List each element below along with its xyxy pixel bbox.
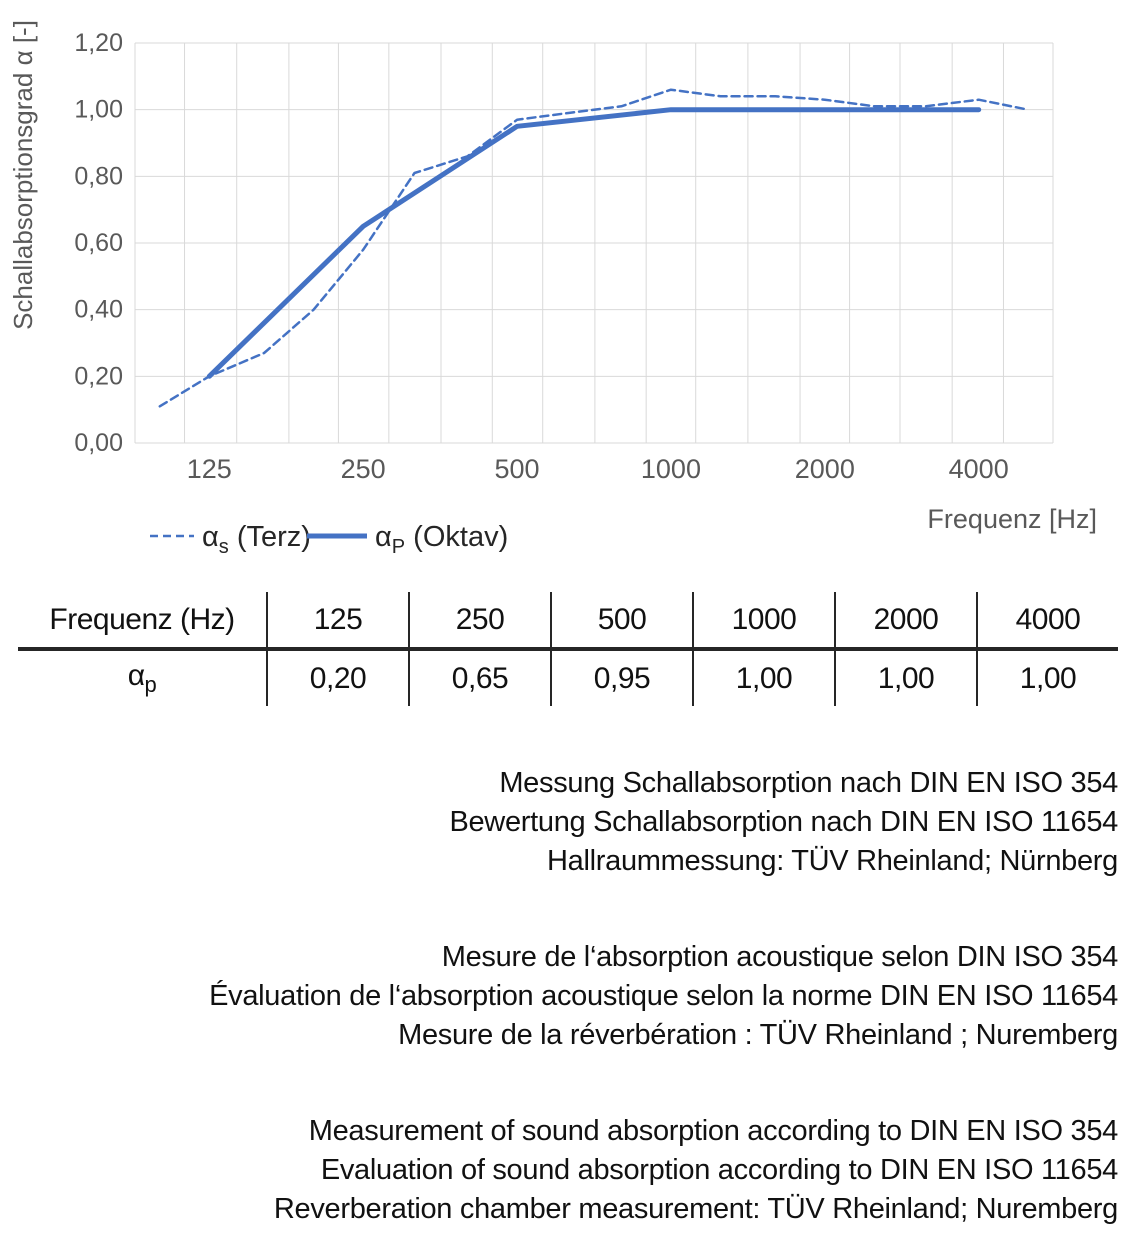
table-header-4000: 4000	[976, 592, 1118, 651]
svg-text:Schallabsorptionsgrad α [-]: Schallabsorptionsgrad α [-]	[8, 20, 38, 330]
svg-text:αP (Oktav): αP (Oktav)	[375, 521, 508, 558]
table-header-2000: 2000	[834, 592, 977, 651]
svg-text:0,00: 0,00	[74, 429, 123, 457]
note-line-en-2: Evaluation of sound absorption according…	[320, 1154, 1118, 1186]
svg-text:1,20: 1,20	[74, 29, 123, 57]
note-block-german: Messung Schallabsorption nach DIN EN ISO…	[0, 764, 1118, 881]
note-block-french: Mesure de l‘absorption acoustique selon …	[0, 938, 1118, 1055]
svg-text:250: 250	[341, 454, 386, 484]
table-value-row: αp 0,20 0,65 0,95 1,00 1,00 1,00	[18, 649, 1118, 706]
note-line-de-2: Bewertung Schallabsorption nach DIN EN I…	[449, 806, 1118, 838]
alpha-p-4000: 1,00	[976, 649, 1118, 706]
svg-text:0,80: 0,80	[74, 162, 123, 190]
alpha-p-2000: 1,00	[834, 649, 977, 706]
svg-text:125: 125	[187, 454, 232, 484]
note-line-de-1: Messung Schallabsorption nach DIN EN ISO…	[499, 767, 1118, 799]
note-line-fr-1: Mesure de l‘absorption acoustique selon …	[441, 941, 1119, 973]
svg-text:0,40: 0,40	[74, 296, 123, 324]
alpha-p-1000: 1,00	[692, 649, 835, 706]
measurement-notes: Messung Schallabsorption nach DIN EN ISO…	[0, 764, 1135, 1229]
table-header-250: 250	[408, 592, 551, 651]
alpha-p-250: 0,65	[408, 649, 551, 706]
svg-text:1,00: 1,00	[74, 96, 123, 124]
svg-text:0,20: 0,20	[74, 362, 123, 390]
svg-text:500: 500	[495, 454, 540, 484]
table-header-row: Frequenz (Hz) 125 250 500 1000 2000 4000	[18, 592, 1118, 651]
legend-item-dashed: αs (Terz)	[150, 521, 311, 558]
note-line-de-3: Hallraummessung: TÜV Rheinland; Nürnberg	[547, 845, 1118, 877]
alpha-p-125: 0,20	[266, 649, 409, 706]
table-header-1000: 1000	[692, 592, 835, 651]
table-header-frequency: Frequenz (Hz)	[18, 592, 267, 651]
note-line-en-1: Measurement of sound absorption accordin…	[308, 1115, 1119, 1147]
sound-absorption-chart: 1,20 1,00 0,80 0,60 0,40 0,20 0,00 125 250 500 100…	[0, 0, 1135, 570]
note-line-fr-2: Évaluation de l‘absorption acoustique se…	[209, 980, 1118, 1012]
absorption-table: Frequenz (Hz) 125 250 500 1000 2000 4000…	[18, 592, 1118, 706]
note-line-en-3: Reverberation chamber measurement: TÜV R…	[273, 1193, 1118, 1225]
svg-text:αs (Terz): αs (Terz)	[202, 521, 311, 558]
svg-text:1000: 1000	[641, 454, 701, 484]
note-line-fr-3: Mesure de la réverbération : TÜV Rheinla…	[398, 1019, 1118, 1051]
alpha-p-500: 0,95	[550, 649, 693, 706]
svg-text:2000: 2000	[795, 454, 855, 484]
note-block-english: Measurement of sound absorption accordin…	[0, 1112, 1118, 1229]
table-row-label-alpha-p: αp	[127, 659, 157, 697]
svg-text:0,60: 0,60	[74, 229, 123, 257]
svg-text:Frequenz [Hz]: Frequenz [Hz]	[927, 504, 1097, 534]
legend-item-solid: αP (Oktav)	[307, 521, 508, 558]
chart-canvas: 1,20 1,00 0,80 0,60 0,40 0,20 0,00 125 250 500 100…	[8, 20, 1097, 558]
svg-text:4000: 4000	[949, 454, 1009, 484]
table-header-125: 125	[266, 592, 409, 651]
table-header-500: 500	[550, 592, 693, 651]
